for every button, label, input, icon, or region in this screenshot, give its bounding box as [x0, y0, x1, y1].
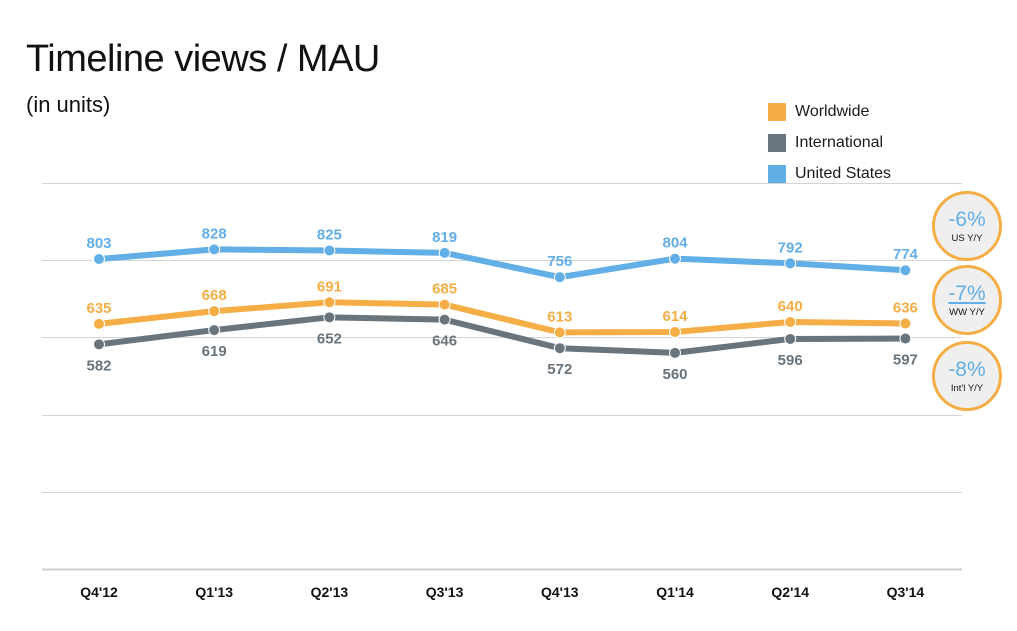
x-tick-label: Q2'14	[771, 584, 809, 600]
data-label: 652	[317, 330, 342, 347]
data-label: 668	[202, 287, 227, 304]
x-tick-label: Q3'13	[426, 584, 464, 600]
data-label: 635	[86, 300, 111, 317]
data-label: 640	[778, 298, 803, 315]
x-tick-label: Q2'13	[311, 584, 349, 600]
data-point	[208, 305, 221, 318]
data-label: 582	[86, 357, 111, 374]
data-label: 685	[432, 281, 457, 298]
legend-label-united-states: United States	[795, 164, 892, 182]
data-point	[438, 313, 451, 326]
data-label: 803	[86, 235, 111, 252]
data-point	[669, 252, 681, 265]
data-label: 828	[202, 225, 227, 242]
legend: Worldwide International United States	[768, 96, 891, 189]
data-point	[208, 243, 221, 256]
legend-label-worldwide: Worldwide	[795, 102, 870, 120]
data-point	[784, 332, 797, 345]
data-label: 646	[432, 333, 457, 350]
data-point	[784, 257, 797, 270]
yoy-badge-us-label: US Y/Y	[951, 232, 983, 244]
data-label: 792	[778, 239, 803, 256]
data-label: 756	[547, 253, 572, 270]
chart-subtitle: (in units)	[26, 92, 111, 117]
legend-swatch-international	[768, 133, 786, 152]
data-label: 774	[893, 246, 919, 263]
yoy-badge-us-value: -6%	[948, 207, 986, 231]
legend-swatch-worldwide	[768, 102, 786, 121]
legend-swatch-united-states	[768, 164, 786, 183]
data-point	[438, 298, 451, 311]
data-point	[899, 317, 912, 330]
legend-label-international: International	[795, 133, 884, 151]
data-label: 614	[662, 308, 688, 325]
data-point	[553, 342, 566, 355]
x-tick-label: Q3'14	[887, 584, 925, 600]
data-point	[93, 253, 105, 266]
data-point	[899, 264, 912, 277]
data-label: 572	[547, 361, 572, 378]
data-label: 619	[202, 343, 227, 360]
data-point	[323, 311, 336, 324]
data-label: 613	[547, 308, 572, 325]
x-tick-label: Q1'13	[195, 584, 233, 600]
data-point	[669, 346, 681, 359]
yoy-badge-intl: -8% Int'l Y/Y	[932, 341, 1002, 411]
data-label: 825	[317, 227, 342, 244]
legend-item-united-states: United States	[768, 158, 891, 189]
series-line-international	[96, 314, 909, 356]
data-label: 597	[893, 352, 918, 369]
data-label: 560	[662, 366, 687, 383]
data-label: 819	[432, 229, 457, 246]
x-tick-label: Q4'13	[541, 584, 579, 600]
yoy-badge-intl-value: -8%	[948, 357, 986, 381]
x-tick-label: Q1'14	[656, 584, 694, 600]
data-point	[438, 246, 451, 259]
yoy-badge-ww-label: WW Y/Y	[949, 306, 985, 318]
data-point	[553, 271, 566, 284]
data-point	[323, 244, 336, 257]
data-label: 636	[893, 300, 918, 317]
data-point	[93, 317, 105, 330]
data-point	[93, 338, 105, 351]
yoy-badge-ww: -7% WW Y/Y	[932, 265, 1002, 335]
data-point	[784, 315, 797, 328]
legend-item-international: International	[768, 127, 891, 158]
chart-title: Timeline views / MAU	[26, 38, 380, 80]
series-line-worldwide	[96, 299, 909, 336]
data-point	[669, 325, 681, 338]
data-point	[553, 326, 566, 339]
data-label: 691	[317, 278, 342, 295]
data-point	[899, 332, 912, 345]
yoy-badge-us: -6% US Y/Y	[932, 191, 1002, 261]
yoy-badge-intl-label: Int'l Y/Y	[950, 382, 984, 394]
data-point	[208, 324, 221, 337]
data-point	[323, 296, 336, 309]
series-line-united-states	[96, 246, 909, 281]
yoy-badge-ww-value: -7%	[948, 281, 986, 305]
legend-item-worldwide: Worldwide	[768, 96, 891, 127]
data-label: 804	[662, 235, 688, 252]
x-tick-label: Q4'12	[80, 584, 118, 600]
data-label: 596	[778, 352, 803, 369]
